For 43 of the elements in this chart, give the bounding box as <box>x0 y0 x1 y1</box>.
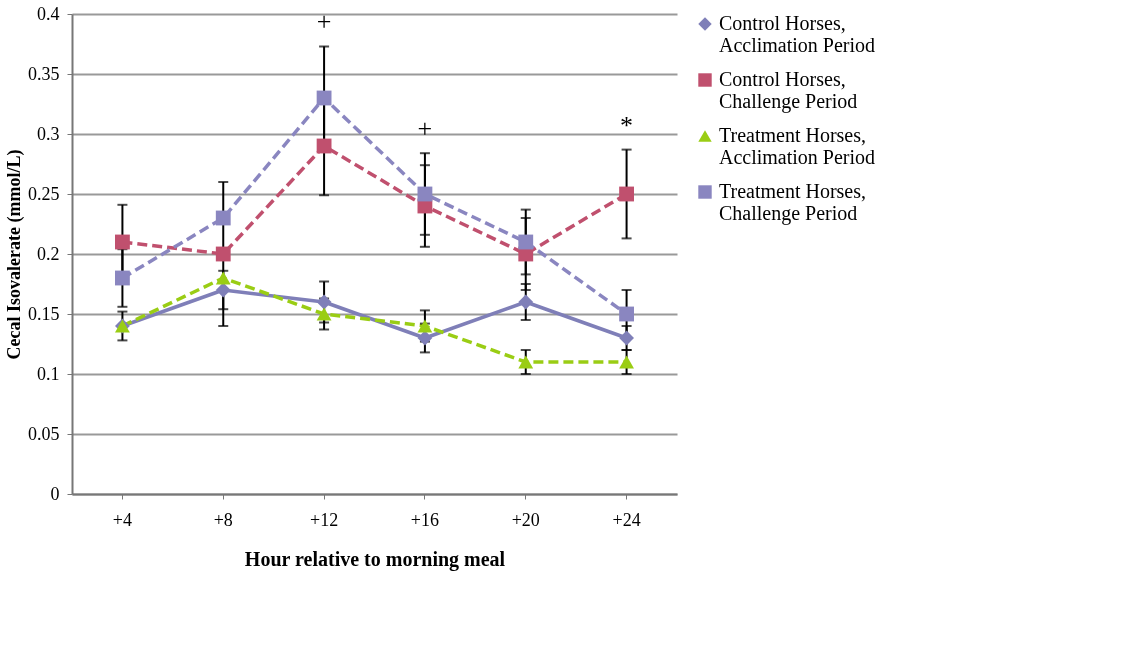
legend-label: Treatment Horses, Challenge Period <box>719 180 867 225</box>
legend-label: Control Horses, Challenge Period <box>719 68 858 113</box>
x-tick-label: +16 <box>410 509 439 530</box>
point <box>619 355 634 369</box>
y-tick-label: 0.15 <box>28 303 60 324</box>
x-tick-label: +24 <box>612 509 641 530</box>
y-tick-label: 0 <box>50 483 60 504</box>
x-tick-label: +12 <box>310 509 339 530</box>
y-tick-label: 0.3 <box>37 123 60 144</box>
point <box>518 234 534 250</box>
point <box>316 307 332 321</box>
legend-label: Treatment Horses, Acclimation Period <box>719 124 876 168</box>
y-tick-label: 0.1 <box>37 363 60 384</box>
point <box>518 294 534 310</box>
y-axis-title: Cecal Isovalerate (mmol/L) <box>4 149 25 360</box>
point <box>417 330 433 346</box>
legend-label: Control Horses, Acclimation Period <box>719 12 876 56</box>
y-tick-label: 0.05 <box>28 423 60 444</box>
point <box>619 306 634 322</box>
point <box>316 294 332 310</box>
annotation: + <box>316 7 332 37</box>
y-tick-label: 0.2 <box>37 243 60 264</box>
y-tick-label: 0.4 <box>37 3 60 24</box>
point <box>215 210 231 226</box>
point <box>215 246 231 262</box>
point <box>316 138 332 154</box>
x-axis-title: Hour relative to morning meal <box>244 547 506 571</box>
point <box>215 282 231 298</box>
point <box>518 355 534 369</box>
x-tick-label: +20 <box>511 509 540 530</box>
point <box>316 90 332 106</box>
annotation: * <box>620 110 634 140</box>
point <box>619 186 634 202</box>
y-tick-label: 0.35 <box>28 63 60 84</box>
point <box>115 234 130 250</box>
annotation: + <box>417 114 433 144</box>
point <box>215 271 231 285</box>
point <box>417 319 433 333</box>
x-tick-label: +8 <box>213 509 233 530</box>
x-tick-label: +4 <box>112 509 132 530</box>
point <box>619 330 634 346</box>
y-tick-label: 0.25 <box>28 183 60 204</box>
point <box>115 270 130 286</box>
